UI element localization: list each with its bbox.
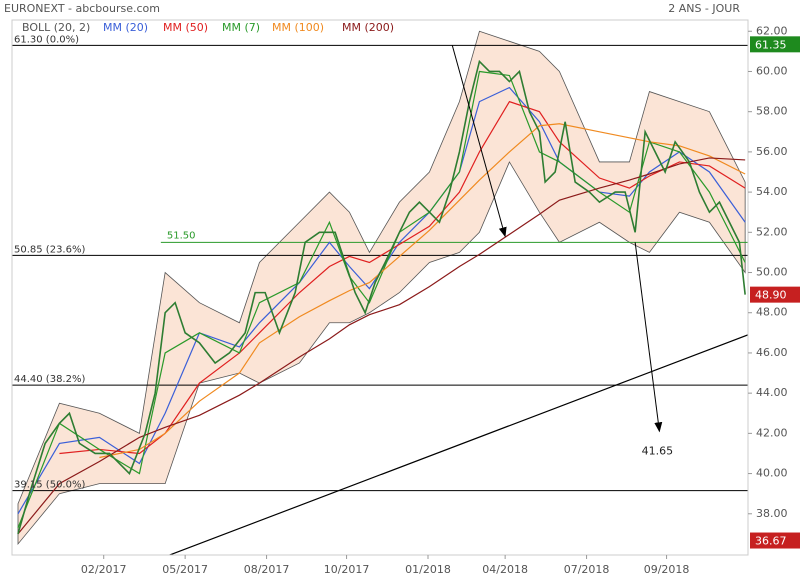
fib-label: 39.15 (50.0%) (14, 480, 85, 491)
ma-line (17, 86, 746, 515)
x-tick-label: 01/2018 (405, 563, 451, 576)
fib-label: 50.85 (23.6%) (14, 244, 85, 255)
y-tick-label: 48.00 (756, 306, 788, 319)
legend-label: BOLL (20, 2) (22, 21, 90, 34)
x-tick-label: 04/2018 (482, 563, 528, 576)
target-label: 41.65 (642, 444, 674, 457)
y-tick-label: 52.00 (756, 225, 788, 238)
ma-line (59, 100, 746, 455)
plot-frame (11, 19, 749, 556)
chart-subtitle: 2 ANS - JOUR (668, 2, 740, 15)
x-tick-label: 09/2018 (644, 563, 690, 576)
y-tick-label: 54.00 (756, 185, 788, 198)
y-tick-label: 42.00 (756, 426, 788, 439)
x-tick-label: 07/2018 (564, 563, 610, 576)
legend-label: MM (20) (103, 21, 148, 34)
y-tick-label: 56.00 (756, 145, 788, 158)
legend-label: MM (7) (222, 21, 260, 34)
x-tick-label: 02/2017 (81, 563, 127, 576)
y-tick-label: 60.00 (756, 64, 788, 77)
price-badge-label: 36.67 (755, 535, 787, 548)
ma-line (17, 157, 746, 535)
legend-label: MM (200) (342, 21, 394, 34)
fib-label: 61.30 (0.0%) (14, 34, 79, 45)
y-tick-label: 44.00 (756, 386, 788, 399)
price-badge (750, 286, 800, 303)
y-tick-label: 46.00 (756, 346, 788, 359)
plot-area (12, 30, 748, 555)
x-tick-label: 05/2017 (162, 563, 208, 576)
x-tick-label: 08/2017 (244, 563, 290, 576)
ma-line (99, 123, 746, 459)
y-tick-label: 58.00 (756, 105, 788, 118)
price-line (17, 59, 746, 535)
legend-label: MM (50) (163, 21, 208, 34)
legend-label: MM (100) (272, 21, 324, 34)
fib-label: 44.40 (38.2%) (14, 374, 85, 385)
arrow (634, 242, 663, 433)
support-label: 51.50 (167, 230, 196, 241)
y-tick-label: 38.00 (756, 507, 788, 520)
trend-line (167, 334, 748, 555)
price-badge-label: 48.90 (755, 289, 787, 302)
x-tick-label: 10/2017 (324, 563, 370, 576)
price-badge (750, 36, 800, 53)
y-tick-label: 40.00 (756, 467, 788, 480)
chart-title: EURONEXT - abcbourse.com (4, 2, 160, 15)
bollinger-band (17, 30, 746, 546)
arrow (451, 45, 507, 238)
price-badge-label: 61.35 (755, 38, 787, 51)
y-tick-label: 50.00 (756, 266, 788, 279)
price-badge (750, 532, 800, 549)
y-tick-label: 62.00 (756, 24, 788, 37)
